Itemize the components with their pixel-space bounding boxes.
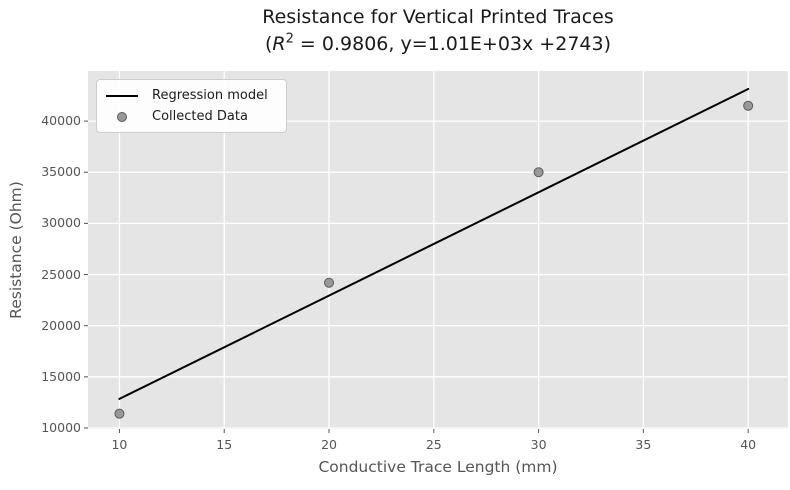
y-axis-label: Resistance (Ohm) — [7, 181, 25, 319]
line-swatch-icon — [106, 94, 138, 97]
data-point — [533, 167, 544, 178]
legend-item-collected-data: Collected Data — [104, 106, 278, 127]
x-tick-label: 25 — [425, 437, 442, 452]
regression-line — [118, 87, 750, 400]
y-tick-label: 40000 — [41, 113, 81, 129]
data-point — [743, 100, 754, 111]
y-tick-label: 30000 — [41, 215, 81, 231]
x-tick-label: 15 — [216, 437, 233, 452]
x-tick-label: 20 — [321, 437, 337, 452]
chart-title: Resistance for Vertical Printed Traces — [262, 6, 614, 28]
legend-line-sample — [104, 94, 140, 97]
x-tick-label: 40 — [740, 437, 757, 452]
marker-swatch-icon — [117, 111, 127, 122]
y-tick-label: 35000 — [41, 164, 81, 180]
data-point — [114, 408, 125, 419]
legend: Regression model Collected Data — [96, 79, 287, 133]
subtitle-r-variable: R — [272, 32, 286, 55]
y-tick-label: 25000 — [41, 266, 81, 282]
legend-marker-sample — [104, 111, 140, 122]
subtitle-r-exponent: 2 — [285, 31, 294, 47]
subtitle-prefix: ( — [264, 32, 273, 55]
y-tick-label: 20000 — [41, 317, 81, 333]
subtitle-rest: = 0.9806, y=1.01E+03x +2743) — [293, 32, 611, 55]
y-tick-label: 15000 — [41, 368, 81, 384]
chart-title-block: Resistance for Vertical Printed Traces (… — [88, 4, 788, 58]
legend-label-regression: Regression model — [152, 88, 268, 103]
y-tick-label: 10000 — [41, 419, 81, 435]
x-tick-label: 10 — [111, 437, 128, 452]
data-point — [324, 277, 335, 288]
legend-item-regression-model: Regression model — [104, 85, 278, 106]
x-axis-label: Conductive Trace Length (mm) — [318, 458, 558, 476]
legend-label-collected-data: Collected Data — [152, 109, 248, 124]
chart-subtitle: (R2 = 0.9806, y=1.01E+03x +2743) — [88, 31, 788, 58]
x-tick-label: 35 — [635, 437, 652, 452]
x-tick-label: 30 — [530, 437, 547, 452]
